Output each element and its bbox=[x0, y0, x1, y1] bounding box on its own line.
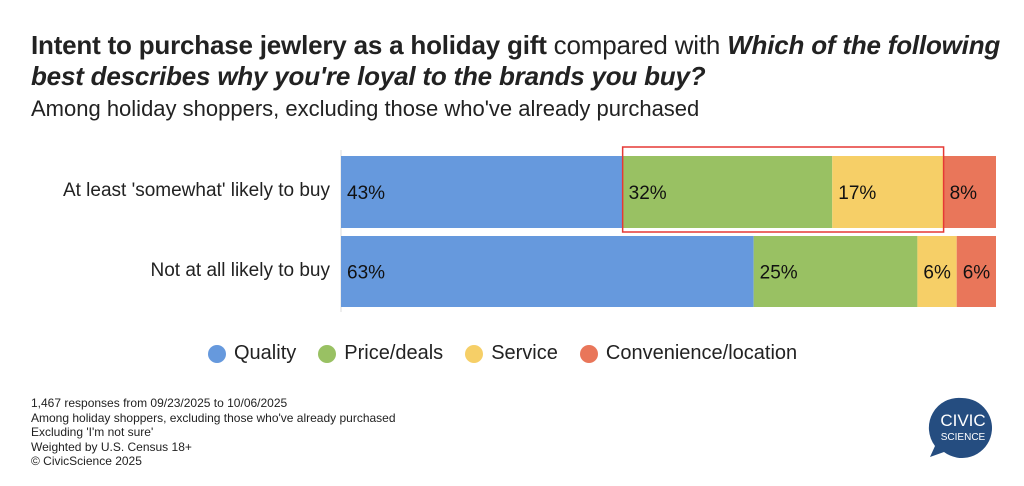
legend-swatch bbox=[208, 344, 226, 363]
footnote: 1,467 responses from 09/23/2025 to 10/06… bbox=[31, 396, 288, 410]
data-label: 25% bbox=[760, 263, 798, 284]
data-label: 6% bbox=[923, 263, 951, 284]
legend-label: Price/deals bbox=[344, 342, 444, 364]
bar-segment bbox=[622, 156, 833, 228]
footnote: Excluding 'I'm not sure' bbox=[31, 425, 154, 440]
legend-item-convenience: Convenience/location bbox=[579, 342, 798, 365]
data-label: 32% bbox=[629, 183, 667, 204]
category-label: Not at all likely to buy bbox=[150, 260, 330, 281]
bar-segment bbox=[943, 156, 996, 228]
bar-segment bbox=[917, 236, 957, 307]
svg-text:SCIENCE: SCIENCE bbox=[941, 432, 986, 443]
bar-segment bbox=[832, 156, 944, 228]
legend-item-service: Service bbox=[465, 342, 558, 365]
footnote: Weighted by U.S. Census 18+ bbox=[31, 439, 192, 454]
title-part-3: Which of the following best describes wh… bbox=[31, 30, 1001, 91]
legend-swatch bbox=[318, 344, 337, 363]
data-label: 8% bbox=[950, 183, 978, 204]
footnotes: 1,467 responses from 09/23/2025 to 10/06… bbox=[31, 396, 396, 469]
chart-subtitle: Among holiday shoppers, excluding those … bbox=[31, 96, 700, 121]
legend-swatch bbox=[579, 344, 598, 363]
data-label: 43% bbox=[347, 183, 385, 204]
legend-label: Convenience/location bbox=[605, 342, 798, 364]
legend-label: Quality bbox=[234, 342, 297, 364]
data-label: 17% bbox=[838, 183, 876, 204]
legend-swatch bbox=[465, 344, 484, 363]
civicscience-logo: CIVIC SCIENCE bbox=[928, 397, 992, 458]
legend: Quality Price/deals Service Convenience/… bbox=[208, 342, 797, 365]
title-part-2: compared with bbox=[546, 30, 728, 60]
data-label: 63% bbox=[347, 263, 385, 284]
legend-item-quality: Quality bbox=[208, 342, 296, 365]
bar-segment bbox=[341, 156, 623, 228]
category-label: At least 'somewhat' likely to buy bbox=[62, 180, 330, 201]
bar-segment bbox=[753, 236, 918, 307]
title-part-1: Intent to purchase jewlery as a holiday … bbox=[31, 30, 547, 60]
chart-title: Intent to purchase jewlery as a holiday … bbox=[31, 30, 1011, 92]
bar-chart: 43% 32% 17% 8% 63% 25% 6% 6% bbox=[340, 146, 996, 312]
footnote: Among holiday shoppers, excluding those … bbox=[31, 410, 396, 425]
legend-label: Service bbox=[491, 342, 558, 364]
bar-segment bbox=[341, 236, 754, 307]
svg-text:CIVIC: CIVIC bbox=[940, 411, 985, 430]
data-label: 6% bbox=[963, 263, 991, 284]
footnote: © CivicScience 2025 bbox=[31, 454, 142, 469]
legend-item-price: Price/deals bbox=[318, 342, 443, 365]
highlight-box bbox=[621, 146, 945, 233]
bar-segment bbox=[956, 236, 996, 307]
